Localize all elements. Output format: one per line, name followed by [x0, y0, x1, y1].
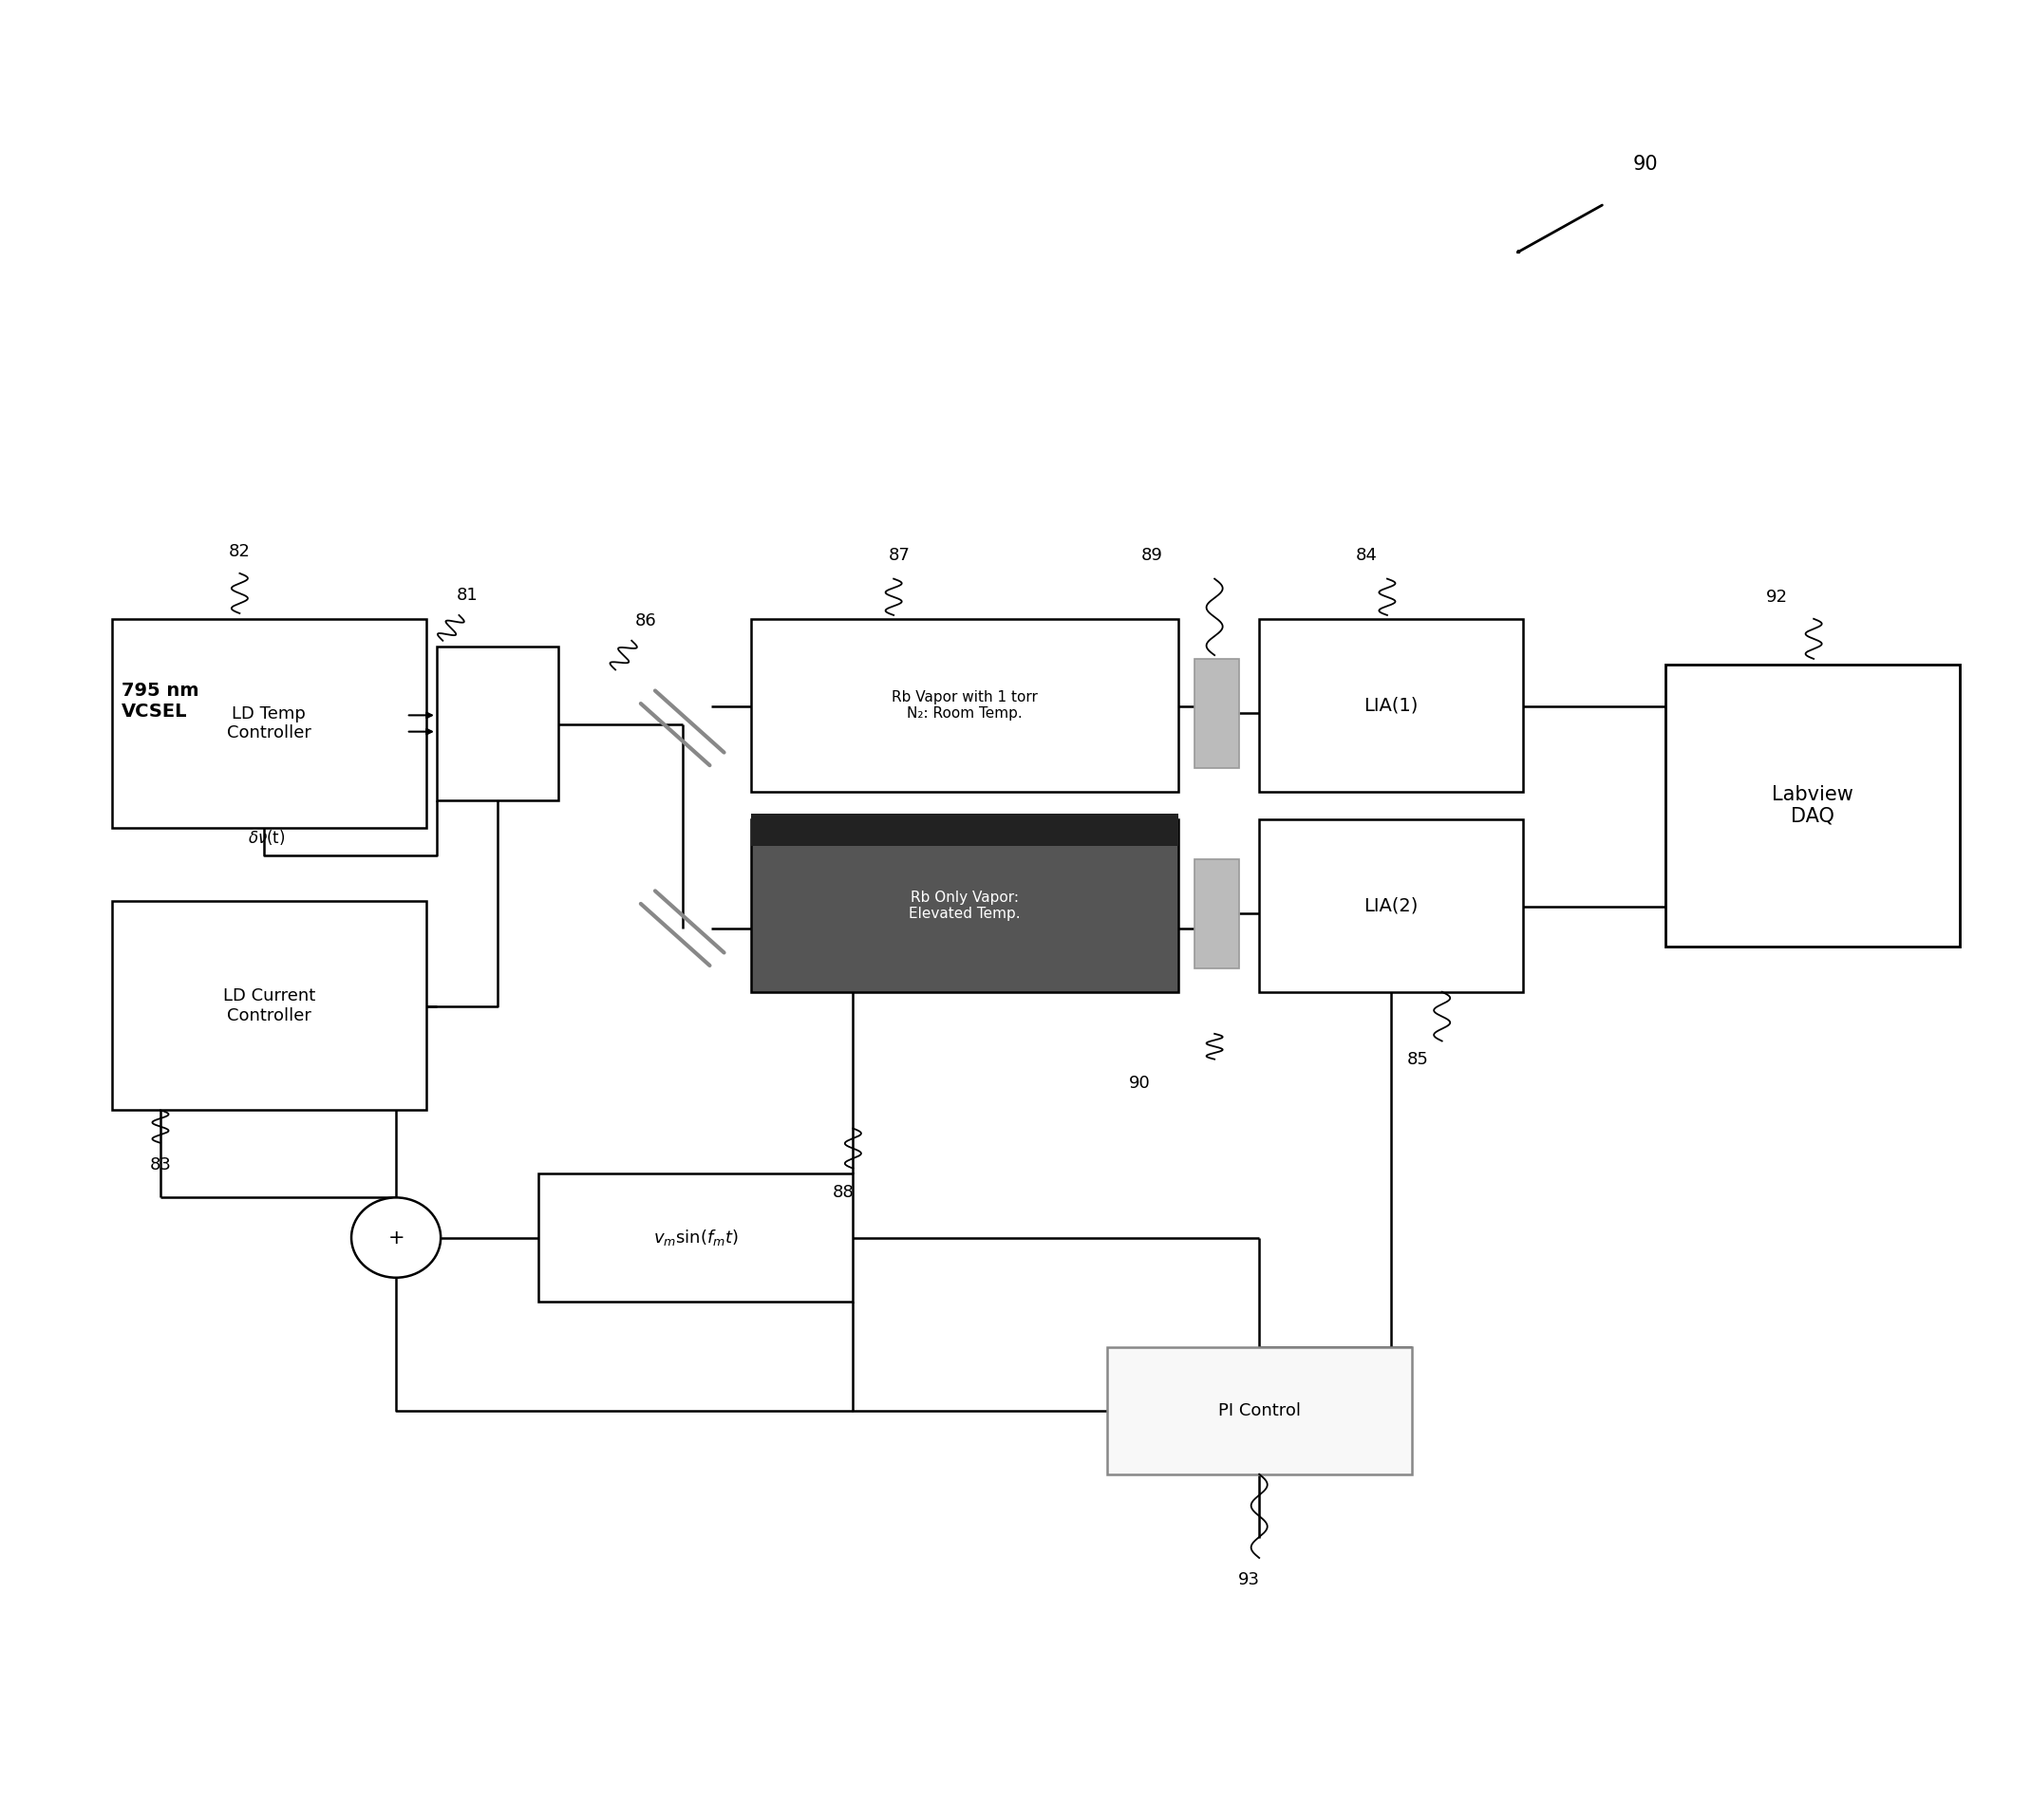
- Text: LD Temp
Controller: LD Temp Controller: [227, 704, 311, 743]
- Text: $\delta\nu$(t): $\delta\nu$(t): [248, 828, 284, 846]
- Text: 84: 84: [1357, 546, 1377, 564]
- FancyBboxPatch shape: [538, 1174, 853, 1301]
- FancyBboxPatch shape: [1194, 859, 1239, 968]
- Text: 85: 85: [1407, 1050, 1428, 1068]
- Text: 83: 83: [150, 1156, 171, 1174]
- FancyBboxPatch shape: [1194, 659, 1239, 768]
- FancyBboxPatch shape: [437, 646, 559, 801]
- Text: 795 nm
VCSEL: 795 nm VCSEL: [122, 681, 199, 721]
- Text: Rb Only Vapor:
Elevated Temp.: Rb Only Vapor: Elevated Temp.: [910, 890, 1020, 921]
- Text: 88: 88: [833, 1183, 853, 1201]
- Text: 93: 93: [1239, 1571, 1259, 1589]
- FancyBboxPatch shape: [751, 619, 1178, 792]
- FancyBboxPatch shape: [751, 819, 1178, 992]
- Text: Rb Vapor with 1 torr
N₂: Room Temp.: Rb Vapor with 1 torr N₂: Room Temp.: [892, 690, 1038, 721]
- Text: 86: 86: [636, 612, 656, 630]
- Text: LIA(2): LIA(2): [1365, 897, 1418, 914]
- Text: 87: 87: [890, 546, 910, 564]
- Text: 81: 81: [457, 586, 477, 604]
- FancyBboxPatch shape: [1259, 819, 1523, 992]
- Circle shape: [351, 1198, 441, 1278]
- Text: +: +: [388, 1229, 404, 1247]
- Text: Labview
DAQ: Labview DAQ: [1771, 784, 1854, 826]
- FancyBboxPatch shape: [112, 901, 427, 1110]
- Text: 90: 90: [1129, 1074, 1150, 1092]
- FancyBboxPatch shape: [1665, 664, 1960, 946]
- Text: 89: 89: [1141, 546, 1162, 564]
- Text: LD Current
Controller: LD Current Controller: [223, 986, 315, 1025]
- FancyBboxPatch shape: [112, 619, 427, 828]
- Text: 92: 92: [1767, 588, 1787, 606]
- FancyBboxPatch shape: [1259, 619, 1523, 792]
- Text: $v_m\sin(f_m t)$: $v_m\sin(f_m t)$: [652, 1229, 739, 1247]
- Text: LIA(1): LIA(1): [1365, 697, 1418, 713]
- Text: PI Control: PI Control: [1219, 1401, 1300, 1420]
- Text: 90: 90: [1633, 155, 1657, 173]
- Text: 82: 82: [230, 542, 250, 561]
- FancyBboxPatch shape: [1107, 1347, 1412, 1474]
- FancyBboxPatch shape: [751, 814, 1178, 846]
